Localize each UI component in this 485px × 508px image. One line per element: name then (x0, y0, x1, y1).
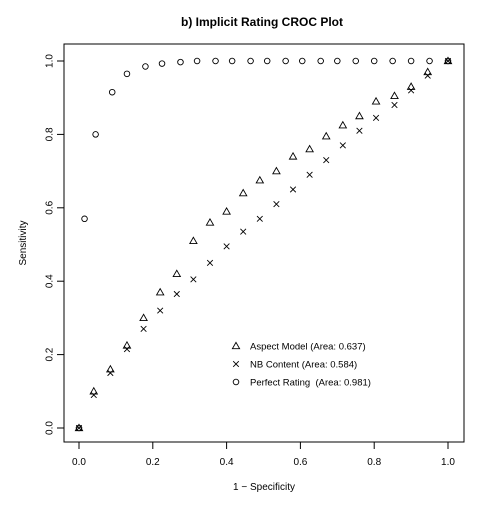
legend-cross-marker (232, 360, 240, 368)
triangle-point (288, 151, 298, 160)
y-tick-label: 0.8 (45, 127, 56, 141)
cross-point (173, 290, 180, 298)
triangle-point (355, 111, 364, 120)
circle-point (352, 57, 360, 65)
circle-point (158, 60, 166, 67)
triangle-point (105, 364, 115, 373)
x-tick-label: 0.6 (293, 457, 307, 468)
circle-point (108, 88, 116, 96)
circle-point (177, 58, 184, 66)
triangle-point (122, 340, 132, 349)
circle-point (444, 57, 452, 65)
circle-point (389, 57, 396, 65)
legend-label: NB Content (Area: 0.584) (250, 360, 357, 371)
cross-point (223, 243, 230, 250)
cross-point (339, 142, 346, 149)
triangle-point (222, 206, 231, 215)
cross-point (391, 101, 398, 109)
triangle-point (406, 82, 416, 90)
y-axis-label: Sensitivity (18, 220, 29, 265)
cross-point (256, 215, 263, 222)
legend-label: Aspect Model (Area: 0.637) (250, 342, 366, 353)
circle-point (228, 57, 236, 65)
y-tick-label: 0.0 (45, 421, 56, 435)
series-circle (75, 57, 452, 432)
triangle-point (89, 386, 99, 395)
x-tick-label: 0.2 (146, 457, 160, 468)
triangle-point (390, 91, 399, 100)
cross-point (424, 72, 431, 79)
cross-point (356, 127, 363, 134)
x-axis-label: 1 − Specificity (233, 482, 295, 493)
x-tick-label: 0.8 (367, 457, 381, 468)
triangle-point (423, 67, 433, 76)
circle-point (298, 57, 306, 65)
triangle-point (371, 96, 381, 105)
triangle-point (305, 144, 315, 153)
data-points (74, 56, 453, 432)
x-tick-label: 0.4 (220, 457, 234, 468)
triangle-point (189, 236, 198, 244)
cross-point (140, 325, 147, 333)
cross-point (107, 369, 114, 377)
cross-point (90, 391, 97, 399)
circle-point (317, 57, 324, 65)
y-axis: 0.0 0.2 0.4 0.6 0.8 1.0 (45, 54, 65, 435)
legend-entry: NB Content (Area: 0.584) (232, 360, 357, 371)
legend-entry: Aspect Model (Area: 0.637) (231, 341, 366, 353)
triangle-point (321, 131, 331, 140)
cross-point (407, 87, 415, 94)
cross-point (273, 201, 280, 208)
circle-point (212, 57, 219, 65)
cross-point (157, 307, 164, 314)
circle-point (282, 57, 289, 65)
triangle-point (139, 313, 148, 322)
legend-label: Perfect Rating (Area: 0.981) (250, 378, 371, 389)
y-tick-label: 0.6 (45, 200, 56, 214)
legend-circle-marker (232, 378, 240, 386)
circle-point (123, 70, 131, 78)
triangle-point (338, 120, 348, 129)
cross-point (306, 171, 313, 178)
triangle-point (172, 269, 182, 278)
circle-point (407, 57, 415, 65)
triangle-point (255, 175, 265, 184)
cross-point (240, 228, 247, 235)
legend-triangle-marker (231, 341, 241, 350)
cross-point (206, 259, 214, 266)
cross-point (190, 276, 197, 283)
circle-point (370, 57, 378, 65)
circle-point (142, 63, 149, 70)
series-cross (75, 57, 452, 432)
x-axis: 0.0 0.2 0.4 0.6 0.8 1.0 (72, 441, 455, 468)
triangle-point (238, 188, 248, 197)
chart-title: b) Implicit Rating CROC Plot (181, 15, 343, 29)
circle-point (263, 57, 271, 65)
cross-point (323, 156, 330, 164)
triangle-point (205, 217, 215, 226)
circle-point (193, 57, 201, 65)
triangle-point (272, 166, 281, 175)
y-tick-label: 0.4 (45, 274, 56, 288)
cross-point (372, 114, 380, 122)
x-tick-label: 0.0 (72, 457, 86, 468)
y-tick-label: 0.2 (45, 347, 56, 361)
series-triangle (74, 56, 453, 432)
circle-point (75, 424, 83, 432)
circle-point (81, 215, 88, 223)
cross-point (289, 186, 297, 193)
legend: Aspect Model (Area: 0.637) NB Content (Ar… (231, 341, 371, 389)
cross-point (123, 345, 131, 353)
circle-point (334, 57, 341, 65)
x-tick-label: 1.0 (441, 457, 455, 468)
triangle-point (155, 287, 165, 296)
circle-point (92, 131, 99, 138)
y-tick-label: 1.0 (45, 54, 56, 68)
circle-point (426, 57, 433, 65)
circle-point (247, 57, 254, 65)
legend-entry: Perfect Rating (Area: 0.981) (232, 378, 371, 389)
